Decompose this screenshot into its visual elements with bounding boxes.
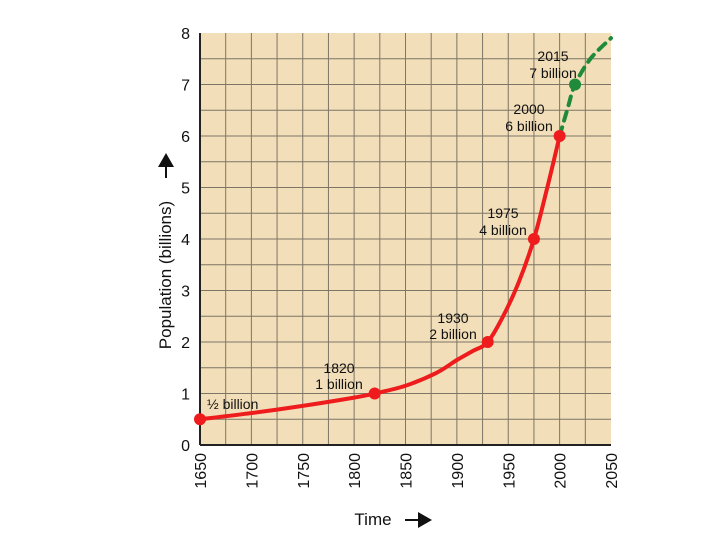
data-point-1975 (527, 233, 540, 245)
y-tick-label: 2 (181, 335, 190, 352)
annotation-year-1930: 1930 (437, 310, 468, 326)
annotation-value-1820: 1 billion (315, 376, 362, 392)
annotation-year-2015: 2015 (537, 48, 568, 64)
x-tick-label: 1700 (244, 453, 261, 489)
x-tick-label: 1850 (399, 453, 416, 489)
data-point-1650 (194, 413, 206, 426)
data-points (194, 78, 582, 426)
annotation-value-1650: ½ billion (207, 396, 258, 412)
y-tick-label: 7 (181, 78, 190, 95)
y-tick-label: 1 (181, 387, 190, 404)
x-tick-label: 1800 (347, 453, 364, 489)
y-tick-label: 3 (181, 284, 190, 301)
y-tick-label: 6 (181, 129, 190, 146)
x-tick-label: 2050 (604, 453, 621, 489)
x-tick-label: 1950 (501, 453, 518, 489)
x-tick-label: 2000 (553, 453, 570, 489)
y-tick-label: 8 (181, 26, 190, 43)
y-tick-label: 0 (181, 438, 190, 455)
data-point-1930 (481, 336, 494, 348)
annotation-year-1820: 1820 (323, 360, 354, 376)
data-point-2000 (553, 130, 566, 142)
x-axis-title: Time (354, 510, 391, 529)
y-tick-label: 4 (181, 232, 190, 249)
y-axis-title: Population (billions) (156, 201, 175, 349)
annotation-year-1975: 1975 (487, 205, 518, 221)
annotation-value-1975: 4 billion (479, 222, 526, 238)
x-tick-label: 1650 (193, 453, 210, 489)
tick-labels: 0 1 2 3 4 5 6 7 8 1650 1700 1750 1800 1850 1900 1950 200… (181, 26, 621, 489)
axes (199, 33, 611, 446)
annotation-value-1930: 2 billion (429, 326, 476, 342)
x-tick-label: 1900 (450, 453, 467, 489)
x-tick-label: 1750 (296, 453, 313, 489)
series-line-historical (198, 134, 562, 422)
annotation-value-2000: 6 billion (505, 118, 552, 134)
annotation-value-2015: 7 billion (529, 65, 576, 81)
annotations: ½ billion 1820 1 billion 1930 2 billion … (207, 48, 577, 412)
y-tick-label: 5 (181, 181, 190, 198)
data-point-2015 (569, 78, 582, 91)
data-point-1820 (368, 387, 381, 400)
grid-lines (200, 33, 611, 445)
annotation-year-2000: 2000 (513, 101, 544, 117)
